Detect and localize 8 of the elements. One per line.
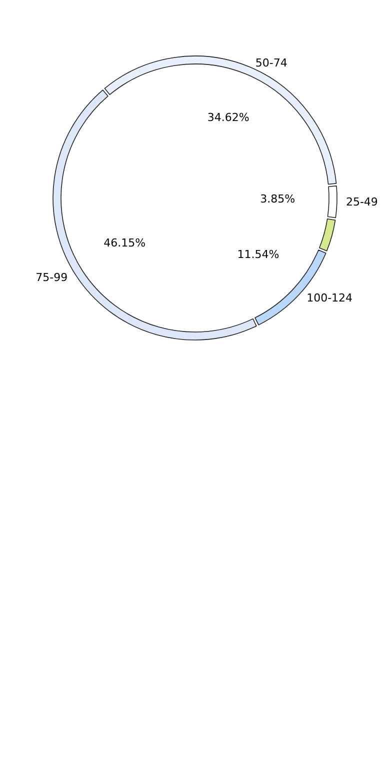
slice-label: 75-99 (36, 271, 68, 284)
data-label: 3.85% (260, 192, 296, 206)
slice-label: 100-124 (306, 291, 353, 304)
slice-label: 25-49 (346, 195, 378, 208)
data-label: 46.15% (104, 236, 146, 250)
slice-label: 50-74 (255, 56, 288, 70)
data-label: 34.62% (207, 111, 250, 124)
data-label: 11.54% (237, 248, 280, 262)
